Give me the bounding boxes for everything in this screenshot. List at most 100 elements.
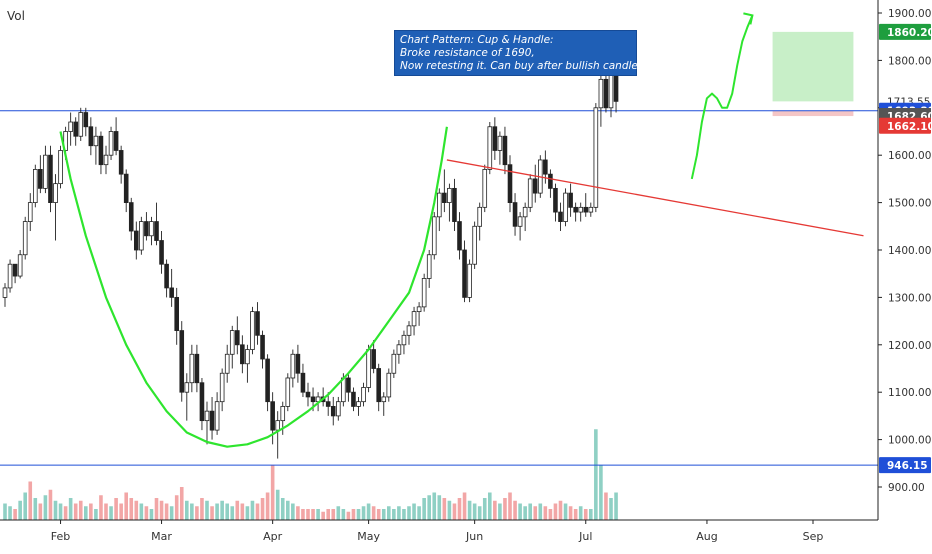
volume-bar xyxy=(578,506,583,520)
candle-body xyxy=(113,131,119,151)
candle-body xyxy=(83,112,89,128)
y-tick-label: 900.00 xyxy=(888,482,925,494)
volume-bar xyxy=(149,509,154,520)
candle-body xyxy=(189,353,195,384)
candle xyxy=(128,197,134,241)
y-tick-label: 1600.00 xyxy=(888,150,931,162)
candle xyxy=(285,373,291,412)
candle-body xyxy=(421,278,427,308)
candle-body xyxy=(548,173,553,189)
volume-bar xyxy=(215,503,219,520)
volume-bar xyxy=(482,498,487,520)
volume-bar xyxy=(235,500,240,520)
candle xyxy=(149,216,154,246)
candle-body xyxy=(391,353,397,374)
candle-body xyxy=(118,150,124,175)
candle xyxy=(73,117,79,146)
candle xyxy=(406,321,412,345)
volume-bar xyxy=(523,506,527,520)
candle-body xyxy=(608,74,614,109)
candle xyxy=(376,363,381,412)
volume-bar xyxy=(63,506,68,520)
volume-bar xyxy=(301,509,305,520)
candle xyxy=(83,107,89,137)
candle xyxy=(219,368,225,412)
volume-bar xyxy=(43,495,48,520)
candle xyxy=(325,392,331,416)
volume-bar xyxy=(568,506,573,520)
projection-curve xyxy=(690,15,754,180)
candle xyxy=(583,193,589,217)
candle-body xyxy=(128,202,134,232)
volume-bar xyxy=(331,509,336,520)
volume-bar xyxy=(240,503,245,520)
candle-body xyxy=(452,187,457,222)
volume-bar xyxy=(417,506,421,520)
candle xyxy=(467,259,472,303)
candle xyxy=(462,240,467,303)
volume-label: Vol xyxy=(7,9,25,23)
candle xyxy=(457,212,462,260)
y-tick-label: 1000.00 xyxy=(888,435,931,447)
candle xyxy=(88,117,94,156)
volume-bar xyxy=(13,509,17,520)
candle-body xyxy=(169,287,174,298)
candle-body xyxy=(12,263,18,277)
volume-bar xyxy=(437,495,442,520)
volume-bar xyxy=(356,509,361,520)
candle-body xyxy=(527,178,533,208)
volume-bar xyxy=(589,509,593,520)
candle-body xyxy=(240,344,245,365)
candle xyxy=(159,231,164,274)
pattern-annotation: Chart Pattern: Cup & Handle: Broke resis… xyxy=(394,30,641,76)
y-tick-label: 1900.00 xyxy=(888,8,931,20)
candle xyxy=(447,183,452,222)
candle xyxy=(17,250,23,279)
candle xyxy=(240,335,245,374)
candle xyxy=(260,330,265,369)
candle-body xyxy=(512,202,518,227)
x-tick-label: May xyxy=(357,530,380,543)
candle xyxy=(381,392,387,416)
candle-body xyxy=(502,135,508,166)
candle-body xyxy=(396,344,402,355)
projection-arrowhead xyxy=(743,12,754,25)
candle xyxy=(386,368,392,402)
volume-bar xyxy=(18,500,22,520)
candle xyxy=(356,396,361,416)
candle-body xyxy=(245,349,250,365)
candle-body xyxy=(88,126,94,147)
handle-trendline xyxy=(446,159,864,237)
candle xyxy=(68,112,73,146)
candle xyxy=(255,302,260,345)
volume-bar xyxy=(8,506,12,520)
candle-body xyxy=(310,396,316,403)
candle xyxy=(426,250,432,288)
candle xyxy=(305,382,311,407)
candle-body xyxy=(522,206,528,218)
candle-body xyxy=(416,306,422,313)
candle xyxy=(7,259,13,293)
candle-body xyxy=(593,107,599,208)
y-tick-label: 1500.00 xyxy=(888,198,931,210)
candle xyxy=(22,216,28,260)
candle xyxy=(53,174,58,241)
candle xyxy=(361,382,366,407)
x-tick-label: Jun xyxy=(465,530,483,543)
candle-body xyxy=(613,74,619,102)
candle-body xyxy=(361,387,366,403)
volume-bar xyxy=(538,503,543,520)
candle-body xyxy=(38,169,43,189)
candle xyxy=(139,216,144,255)
candle-body xyxy=(108,131,114,156)
volume-bar xyxy=(139,503,144,520)
volume-bar xyxy=(114,498,118,520)
volume-bar xyxy=(104,503,108,520)
candle xyxy=(517,212,523,241)
volume-bar xyxy=(286,500,290,520)
annotation-line: Chart Pattern: Cup & Handle: xyxy=(400,34,554,46)
candle-body xyxy=(22,221,28,256)
candle-body xyxy=(174,296,180,331)
candle-body xyxy=(487,126,493,170)
candle-body xyxy=(330,406,336,417)
